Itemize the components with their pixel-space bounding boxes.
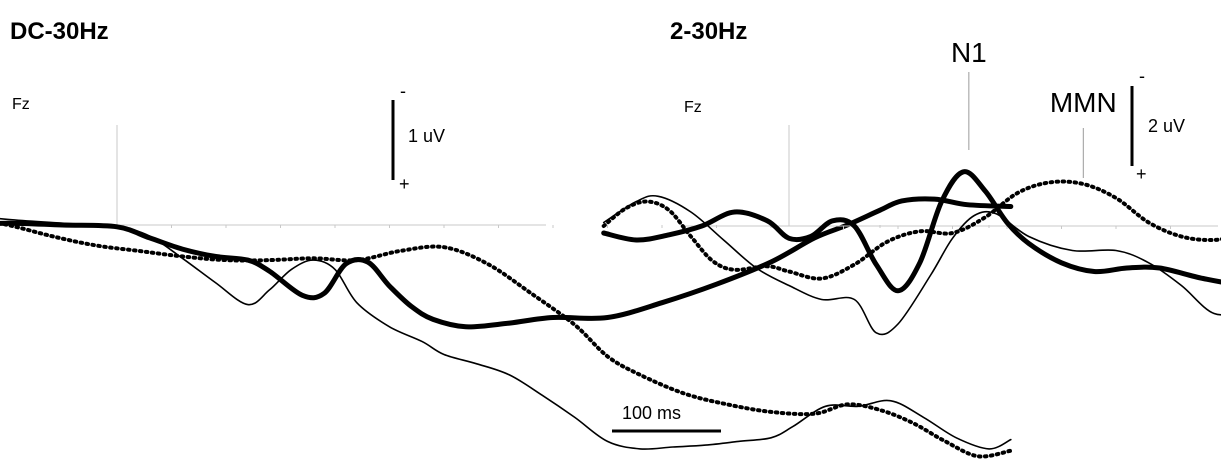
axes-left [10, 125, 990, 228]
scale-label-right: 2 uV [1148, 116, 1185, 136]
amplitude-scale-left: - + 1 uV [391, 81, 445, 194]
scale-negative-sign-left: - [400, 81, 406, 101]
panel-title-dc-30hz: DC-30Hz [10, 18, 109, 45]
time-scale: 100 ms [612, 403, 721, 433]
erp-trace-thick [601, 169, 1221, 294]
amplitude-scale-right: - + 2 uV [1130, 66, 1185, 184]
erp-trace-dotted [601, 179, 1221, 281]
panel-2-30hz: 2-30Hz Fz N1 MMN - + 2 uV [601, 18, 1221, 336]
scale-label-left: 1 uV [408, 126, 445, 146]
electrode-label-right: Fz [684, 99, 702, 116]
electrode-label-left: Fz [12, 96, 30, 113]
panel-dc-30hz: DC-30Hz Fz - + 1 uV [0, 18, 1014, 459]
traces-left [0, 196, 1014, 459]
mmn-label: MMN [1050, 87, 1117, 118]
erp-trace-thick [0, 196, 1014, 330]
traces-right [601, 169, 1221, 336]
scale-positive-sign-right: + [1136, 164, 1147, 184]
panel-title-2-30hz: 2-30Hz [670, 18, 747, 45]
time-scale-label: 100 ms [622, 403, 681, 423]
component-markers: N1 MMN [951, 37, 1117, 178]
scale-positive-sign-left: + [399, 174, 410, 194]
n1-label: N1 [951, 37, 987, 68]
erp-trace-dotted [0, 221, 1013, 459]
scale-negative-sign-right: - [1139, 66, 1145, 86]
erp-trace-thin [0, 217, 1012, 450]
erp-trace-thin [602, 194, 1221, 336]
